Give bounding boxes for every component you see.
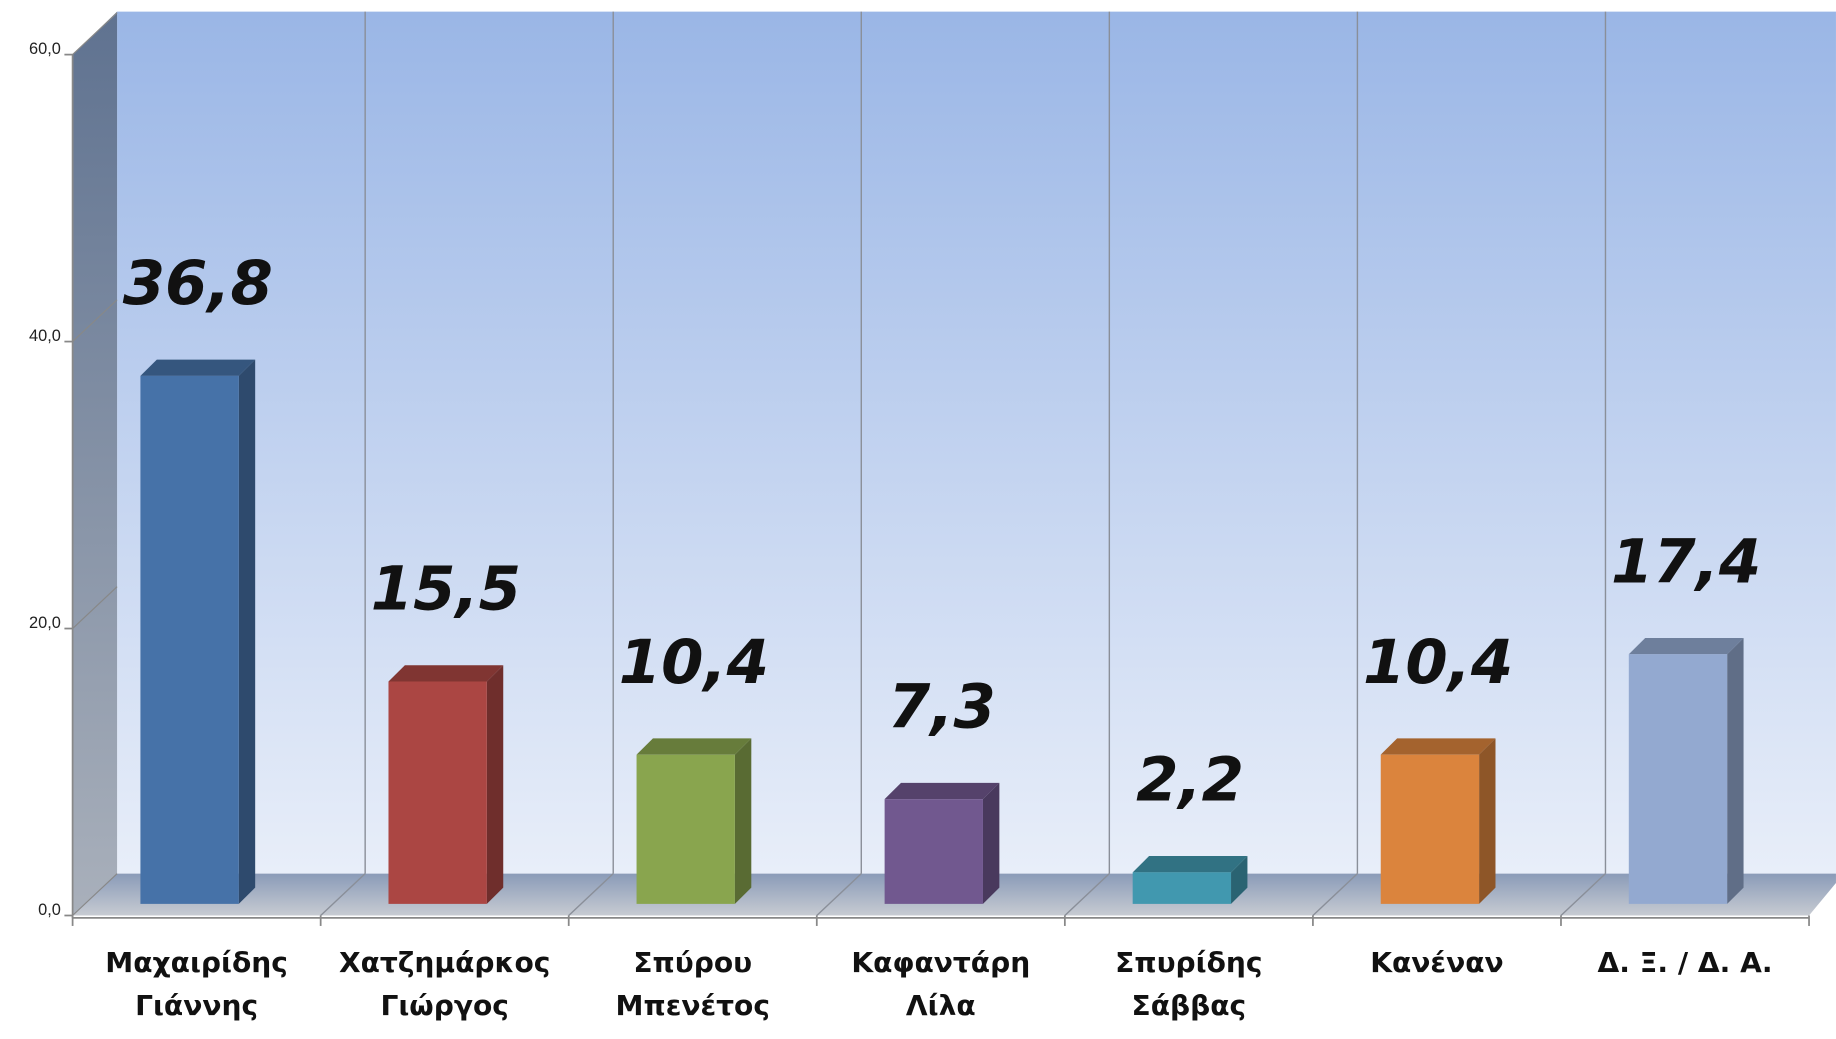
bar-top <box>636 738 752 755</box>
bar <box>1132 872 1232 904</box>
bar-top <box>884 782 1000 800</box>
floor-divider <box>1312 873 1358 917</box>
value-label: 2,2 <box>1136 746 1244 816</box>
plot: 0,0 20,0 40,0 60,0 Μαχαιρίδης Γιάννης 36,8 Χατζ… <box>29 11 1836 1022</box>
floor-divider <box>568 873 614 917</box>
value-label: 7,3 <box>888 673 996 743</box>
value-label: 10,4 <box>619 628 769 698</box>
floor-divider <box>320 873 366 917</box>
floor-divider <box>816 873 862 917</box>
value-label: 17,4 <box>1611 528 1761 598</box>
x-tick-label: Σπύρου Μπενέτος <box>616 946 770 1022</box>
bar-top <box>1628 637 1744 655</box>
bar-side <box>734 738 752 904</box>
bar <box>884 799 983 904</box>
bar-side <box>238 359 256 904</box>
bar <box>388 681 487 904</box>
bar-side <box>982 782 1000 904</box>
bar-side <box>1231 856 1248 904</box>
bar <box>1380 754 1480 904</box>
x-tick-label: Καφαντάρη Λίλα <box>851 946 1030 1022</box>
value-label: 10,4 <box>1363 628 1513 698</box>
bar-top <box>140 359 256 376</box>
bar-side <box>1727 637 1744 904</box>
back-wall <box>117 11 1836 874</box>
bar <box>1628 654 1728 904</box>
bar-side <box>486 665 504 904</box>
x-tick-label: Μαχαιρίδης Γιάννης <box>105 946 288 1022</box>
bar <box>140 375 239 904</box>
y-tick-diagonal <box>72 873 118 916</box>
y-tick-label: 40,0 <box>29 327 61 345</box>
bar-side <box>1479 738 1496 904</box>
floor-divider <box>1560 873 1606 917</box>
y-tick-label: 60,0 <box>29 40 61 58</box>
bar <box>636 754 735 904</box>
y-tick-diagonal <box>72 299 118 342</box>
floor-divider <box>1064 873 1110 917</box>
bar-top <box>1380 738 1496 755</box>
x-tick-label: Δ. Ξ. / Δ. Α. <box>1597 946 1772 979</box>
bar-top <box>1132 856 1248 873</box>
y-tick-label: 20,0 <box>29 614 61 632</box>
value-label: 36,8 <box>123 249 273 319</box>
y-tick-diagonal <box>72 12 118 56</box>
y-tick-diagonal <box>72 586 118 629</box>
y-tick-label: 0,0 <box>38 901 61 919</box>
side-wall <box>72 11 118 916</box>
x-tick-label: Χατζημάρκος Γιώργος <box>339 946 550 1022</box>
value-label: 15,5 <box>371 555 521 625</box>
x-tick-label: Κανέναν <box>1370 946 1503 979</box>
bar-top <box>388 665 504 682</box>
x-tick-label: Σπυρίδης Σάββας <box>1115 946 1262 1022</box>
